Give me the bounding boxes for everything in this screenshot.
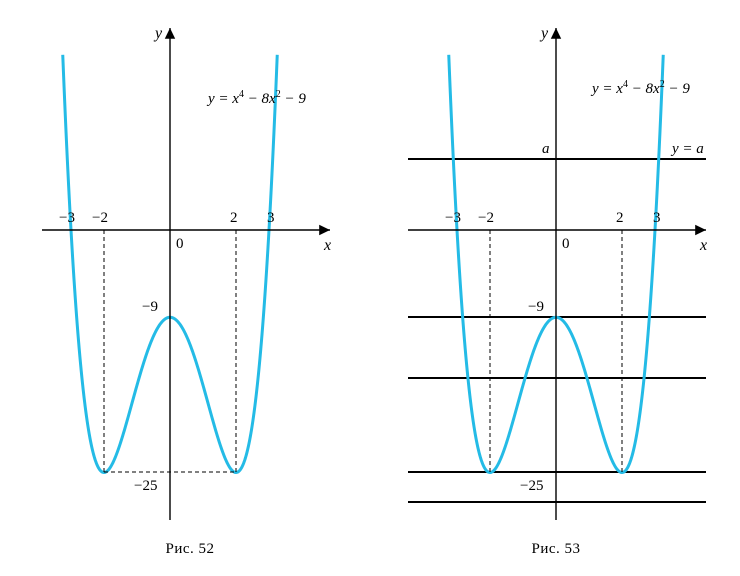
y-equals-a-label: y = a xyxy=(670,141,704,157)
x-axis-label: x xyxy=(699,237,707,254)
origin-label: 0 xyxy=(562,236,570,252)
x-tick-label: 3 xyxy=(653,210,661,226)
figure-1: −3 −2 2 3 −9 −25 0 x y y = x4 − 8x2 − 9 Рис. 52 xyxy=(30,8,350,558)
x-tick-label: 2 xyxy=(230,210,238,226)
y-tick-label: −25 xyxy=(134,478,157,494)
figure-caption: Рис. 53 xyxy=(396,541,716,558)
y-tick-label: −9 xyxy=(142,299,158,315)
y-axis-arrow-icon xyxy=(551,28,561,39)
figure-caption: Рис. 52 xyxy=(30,541,350,558)
x-axis-arrow-icon xyxy=(695,225,706,235)
y-axis-label: y xyxy=(153,25,163,42)
x-tick-label: −3 xyxy=(59,210,75,226)
x-tick-label: 3 xyxy=(267,210,275,226)
y-tick-label: −9 xyxy=(528,299,544,315)
origin-label: 0 xyxy=(176,236,184,252)
x-tick-label: 2 xyxy=(616,210,624,226)
y-axis-label: y xyxy=(539,25,549,42)
x-tick-label: −2 xyxy=(92,210,108,226)
formula-label: y = x4 − 8x2 − 9 xyxy=(206,89,306,107)
y-tick-label: −25 xyxy=(520,478,543,494)
formula-label: y = x4 − 8x2 − 9 xyxy=(590,79,690,97)
x-axis-arrow-icon xyxy=(319,225,330,235)
x-tick-label: −2 xyxy=(478,210,494,226)
chart-svg: a y = a −3 −2 2 3 −9 −25 0 x y y = x4 − 8x2 − 9 xyxy=(396,8,716,530)
a-label: a xyxy=(542,141,550,157)
chart-svg: −3 −2 2 3 −9 −25 0 x y y = x4 − 8x2 − 9 xyxy=(30,8,350,530)
figure-2: a y = a −3 −2 2 3 −9 −25 0 x y y = x4 − 8x2 − 9 Рис.… xyxy=(396,8,716,558)
y-axis-arrow-icon xyxy=(165,28,175,39)
x-tick-label: −3 xyxy=(445,210,461,226)
x-axis-label: x xyxy=(323,237,331,254)
